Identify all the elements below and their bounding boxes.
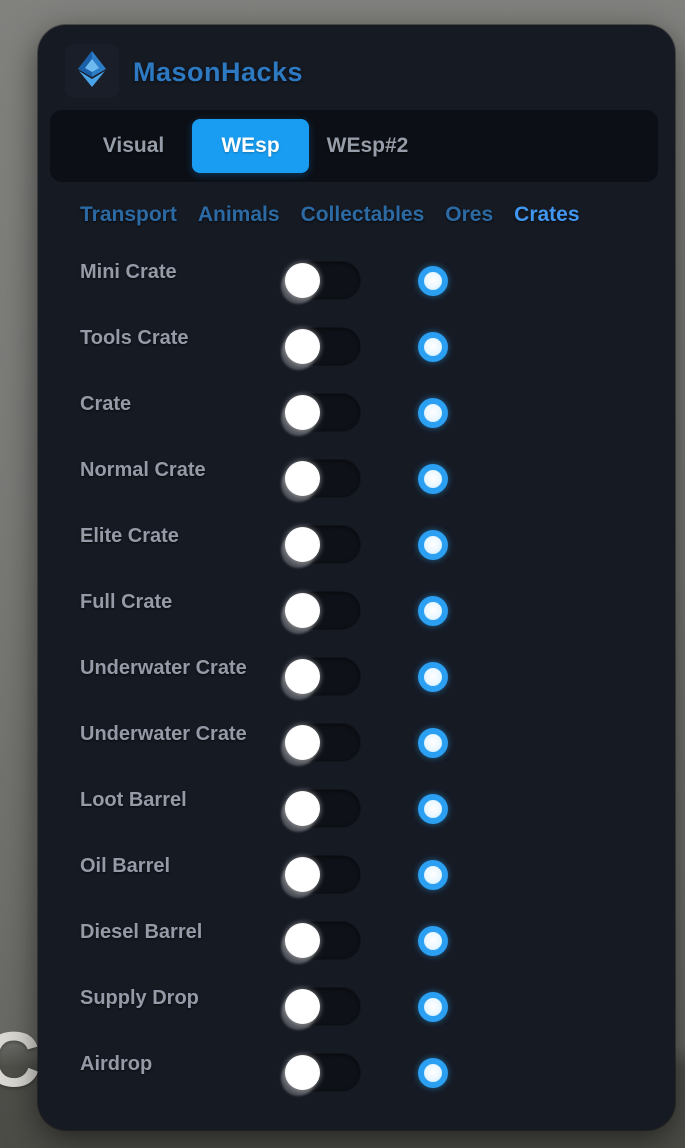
list-item: Elite Crate [38, 512, 675, 578]
category-subtabs: Transport Animals Collectables Ores Crat… [80, 203, 580, 227]
tab-label: Visual [102, 134, 165, 157]
main-tabbar: Visual WEsp WEsp#2 [50, 110, 658, 182]
subtab[interactable]: Collectables [301, 203, 425, 227]
item-label: Oil Barrel [80, 855, 171, 877]
masonhacks-window: MasonHacks Visual WEsp WEsp#2 Transport … [38, 25, 675, 1130]
item-toggle[interactable] [285, 988, 360, 1025]
item-label: Loot Barrel [80, 789, 187, 811]
color-picker-button[interactable] [418, 794, 448, 824]
subtab-label: Crates [514, 203, 580, 226]
item-label: Full Crate [80, 591, 173, 613]
item-toggle[interactable] [285, 394, 360, 431]
toggle-knob [285, 857, 320, 892]
color-picker-button[interactable] [418, 266, 448, 296]
toggle-knob [285, 593, 320, 628]
item-toggle[interactable] [285, 1054, 360, 1091]
list-item: Tools Crate [38, 314, 675, 380]
item-toggle[interactable] [285, 790, 360, 827]
list-item: Mini Crate [38, 248, 675, 314]
color-picker-button[interactable] [418, 596, 448, 626]
subtab-label: Transport [80, 203, 177, 226]
list-item: Airdrop [38, 1040, 675, 1106]
list-item: Oil Barrel [38, 842, 675, 908]
item-label: Mini Crate [80, 261, 177, 283]
item-toggle[interactable] [285, 658, 360, 695]
list-item: Underwater Crate [38, 710, 675, 776]
color-picker-button[interactable] [418, 926, 448, 956]
item-label: Airdrop [80, 1053, 153, 1075]
toggle-knob [285, 923, 320, 958]
toggle-knob [285, 395, 320, 430]
color-picker-button[interactable] [418, 1058, 448, 1088]
toggle-knob [285, 527, 320, 562]
tab[interactable]: WEsp#2 [309, 119, 426, 173]
tab[interactable]: Visual [75, 119, 192, 173]
app-logo [65, 44, 119, 98]
toggle-knob [285, 1055, 320, 1090]
tab-label: WEsp#2 [326, 134, 409, 157]
color-picker-button[interactable] [418, 530, 448, 560]
item-label: Crate [80, 393, 132, 415]
list-item: Full Crate [38, 578, 675, 644]
crate-settings-list: Mini Crate Tools Crate Crate Normal Crat… [38, 248, 675, 1106]
list-item: Normal Crate [38, 446, 675, 512]
subtab-label: Animals [197, 203, 280, 226]
toggle-knob [285, 263, 320, 298]
color-picker-button[interactable] [418, 662, 448, 692]
subtab-label: Ores [445, 203, 494, 226]
item-toggle[interactable] [285, 262, 360, 299]
subtab[interactable]: Animals [198, 203, 280, 227]
toggle-knob [285, 725, 320, 760]
item-label: Underwater Crate [80, 723, 247, 745]
subtab[interactable]: Ores [445, 203, 493, 227]
item-toggle[interactable] [285, 724, 360, 761]
item-label: Normal Crate [80, 459, 206, 481]
item-toggle[interactable] [285, 526, 360, 563]
toggle-knob [285, 989, 320, 1024]
list-item: Supply Drop [38, 974, 675, 1040]
tab-label: WEsp [221, 134, 280, 157]
subtab-label: Collectables [300, 203, 425, 226]
app-title: MasonHacks [133, 57, 304, 87]
item-label: Diesel Barrel [80, 921, 203, 943]
toggle-knob [285, 659, 320, 694]
item-toggle[interactable] [285, 460, 360, 497]
gem-icon [75, 50, 109, 93]
toggle-knob [285, 461, 320, 496]
list-item: Crate [38, 380, 675, 446]
item-label: Tools Crate [80, 327, 189, 349]
color-picker-button[interactable] [418, 332, 448, 362]
item-toggle[interactable] [285, 592, 360, 629]
color-picker-button[interactable] [418, 728, 448, 758]
toggle-knob [285, 329, 320, 364]
color-picker-button[interactable] [418, 464, 448, 494]
item-toggle[interactable] [285, 856, 360, 893]
item-label: Underwater Crate [80, 657, 247, 679]
subtab[interactable]: Transport [80, 203, 177, 227]
subtab[interactable]: Crates [514, 203, 579, 227]
item-label: Elite Crate [80, 525, 179, 547]
list-item: Diesel Barrel [38, 908, 675, 974]
item-label: Supply Drop [80, 987, 199, 1009]
color-picker-button[interactable] [418, 398, 448, 428]
item-toggle[interactable] [285, 328, 360, 365]
item-toggle[interactable] [285, 922, 360, 959]
tab[interactable]: WEsp [192, 119, 309, 173]
list-item: Underwater Crate [38, 644, 675, 710]
color-picker-button[interactable] [418, 992, 448, 1022]
color-picker-button[interactable] [418, 860, 448, 890]
toggle-knob [285, 791, 320, 826]
list-item: Loot Barrel [38, 776, 675, 842]
